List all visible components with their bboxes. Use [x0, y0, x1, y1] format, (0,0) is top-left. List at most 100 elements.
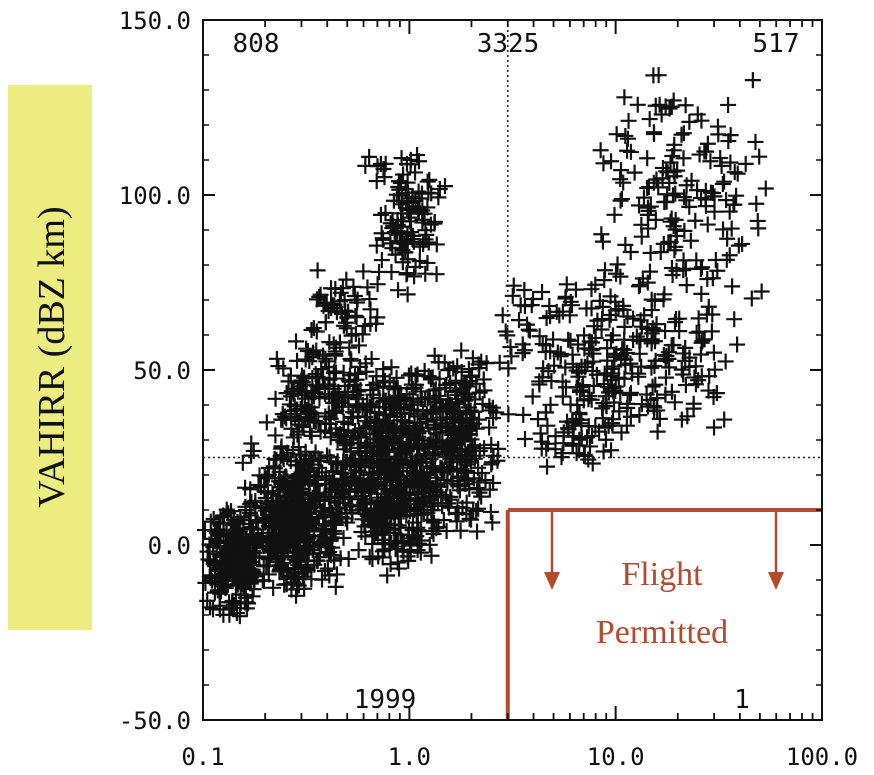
data-point: [335, 529, 352, 546]
data-point: [706, 203, 723, 220]
data-point: [726, 311, 743, 328]
data-point: [423, 185, 440, 202]
data-point: [616, 318, 633, 335]
data-point: [678, 277, 695, 294]
data-point: [534, 284, 551, 301]
data-point: [675, 125, 692, 142]
data-point: [441, 396, 458, 413]
data-point: [413, 532, 430, 549]
data-point: [361, 467, 378, 484]
data-point: [613, 191, 630, 208]
data-point: [451, 482, 468, 499]
data-point: [399, 286, 416, 303]
data-point: [585, 377, 602, 394]
y-tick-label: 150.0: [119, 7, 191, 35]
data-point: [336, 377, 353, 394]
data-point: [515, 406, 532, 423]
data-point: [484, 454, 501, 471]
data-point: [643, 291, 660, 308]
data-point: [275, 360, 292, 377]
data-point: [568, 445, 585, 462]
data-point: [403, 463, 420, 480]
data-point: [382, 520, 399, 537]
data-point: [409, 535, 426, 552]
data-point: [460, 418, 477, 435]
data-point: [583, 300, 600, 317]
data-point: [243, 435, 260, 452]
threshold-lines: [203, 20, 822, 459]
data-point: [613, 162, 630, 179]
data-point: [599, 352, 616, 369]
data-point: [593, 226, 610, 243]
data-point: [296, 369, 313, 386]
data-point: [359, 279, 376, 296]
data-point: [654, 170, 671, 187]
data-point: [341, 339, 358, 356]
data-point: [312, 286, 329, 303]
data-point: [254, 510, 271, 527]
data-point: [687, 212, 704, 229]
data-point: [302, 453, 319, 470]
data-point: [744, 72, 761, 89]
data-point: [289, 581, 306, 598]
data-point: [335, 317, 352, 334]
data-point: [346, 288, 363, 305]
data-point: [576, 447, 593, 464]
data-point: [681, 198, 698, 215]
data-point: [708, 385, 725, 402]
data-point: [209, 559, 226, 576]
data-point: [205, 601, 222, 618]
data-point: [595, 155, 612, 172]
data-point: [622, 243, 639, 260]
data-point: [662, 154, 679, 171]
data-point: [712, 149, 729, 166]
data-point: [460, 471, 477, 488]
data-point: [270, 482, 287, 499]
data-point: [647, 352, 664, 369]
data-point: [438, 523, 455, 540]
data-point: [538, 337, 555, 354]
quadrant-counts: 808 3325 517 1999 1: [233, 29, 800, 715]
quadrant-count-label: 1: [734, 685, 750, 715]
data-point: [317, 314, 334, 331]
data-point: [600, 417, 617, 434]
data-point: [270, 512, 287, 529]
data-point: [626, 164, 643, 181]
data-point: [612, 192, 629, 209]
data-point: [288, 453, 305, 470]
data-point: [342, 468, 359, 485]
data-point: [290, 439, 307, 456]
data-point: [407, 164, 424, 181]
data-point: [621, 387, 638, 404]
data-point: [427, 476, 444, 493]
data-point: [327, 347, 344, 364]
data-point: [410, 522, 427, 539]
data-point: [251, 467, 268, 484]
data-point: [248, 568, 265, 585]
data-point: [348, 309, 365, 326]
data-point: [730, 237, 747, 254]
x-tick-label: 0.1: [181, 743, 224, 771]
data-point: [268, 506, 285, 523]
data-point: [327, 389, 344, 406]
data-point: [410, 425, 427, 442]
data-point: [649, 402, 666, 419]
data-point: [666, 168, 683, 185]
data-point: [211, 538, 228, 555]
data-point: [399, 233, 416, 250]
data-point: [612, 268, 629, 285]
data-point: [274, 515, 291, 532]
data-point: [368, 173, 385, 190]
data-point: [302, 499, 319, 516]
data-point: [397, 476, 414, 493]
data-point: [428, 402, 445, 419]
data-point: [651, 410, 668, 427]
data-point: [423, 511, 440, 528]
data-point: [531, 328, 548, 345]
data-point: [671, 323, 688, 340]
data-point: [371, 404, 388, 421]
data-point: [539, 417, 556, 434]
data-point: [421, 477, 438, 494]
data-points: [197, 67, 774, 625]
data-point: [232, 586, 249, 603]
